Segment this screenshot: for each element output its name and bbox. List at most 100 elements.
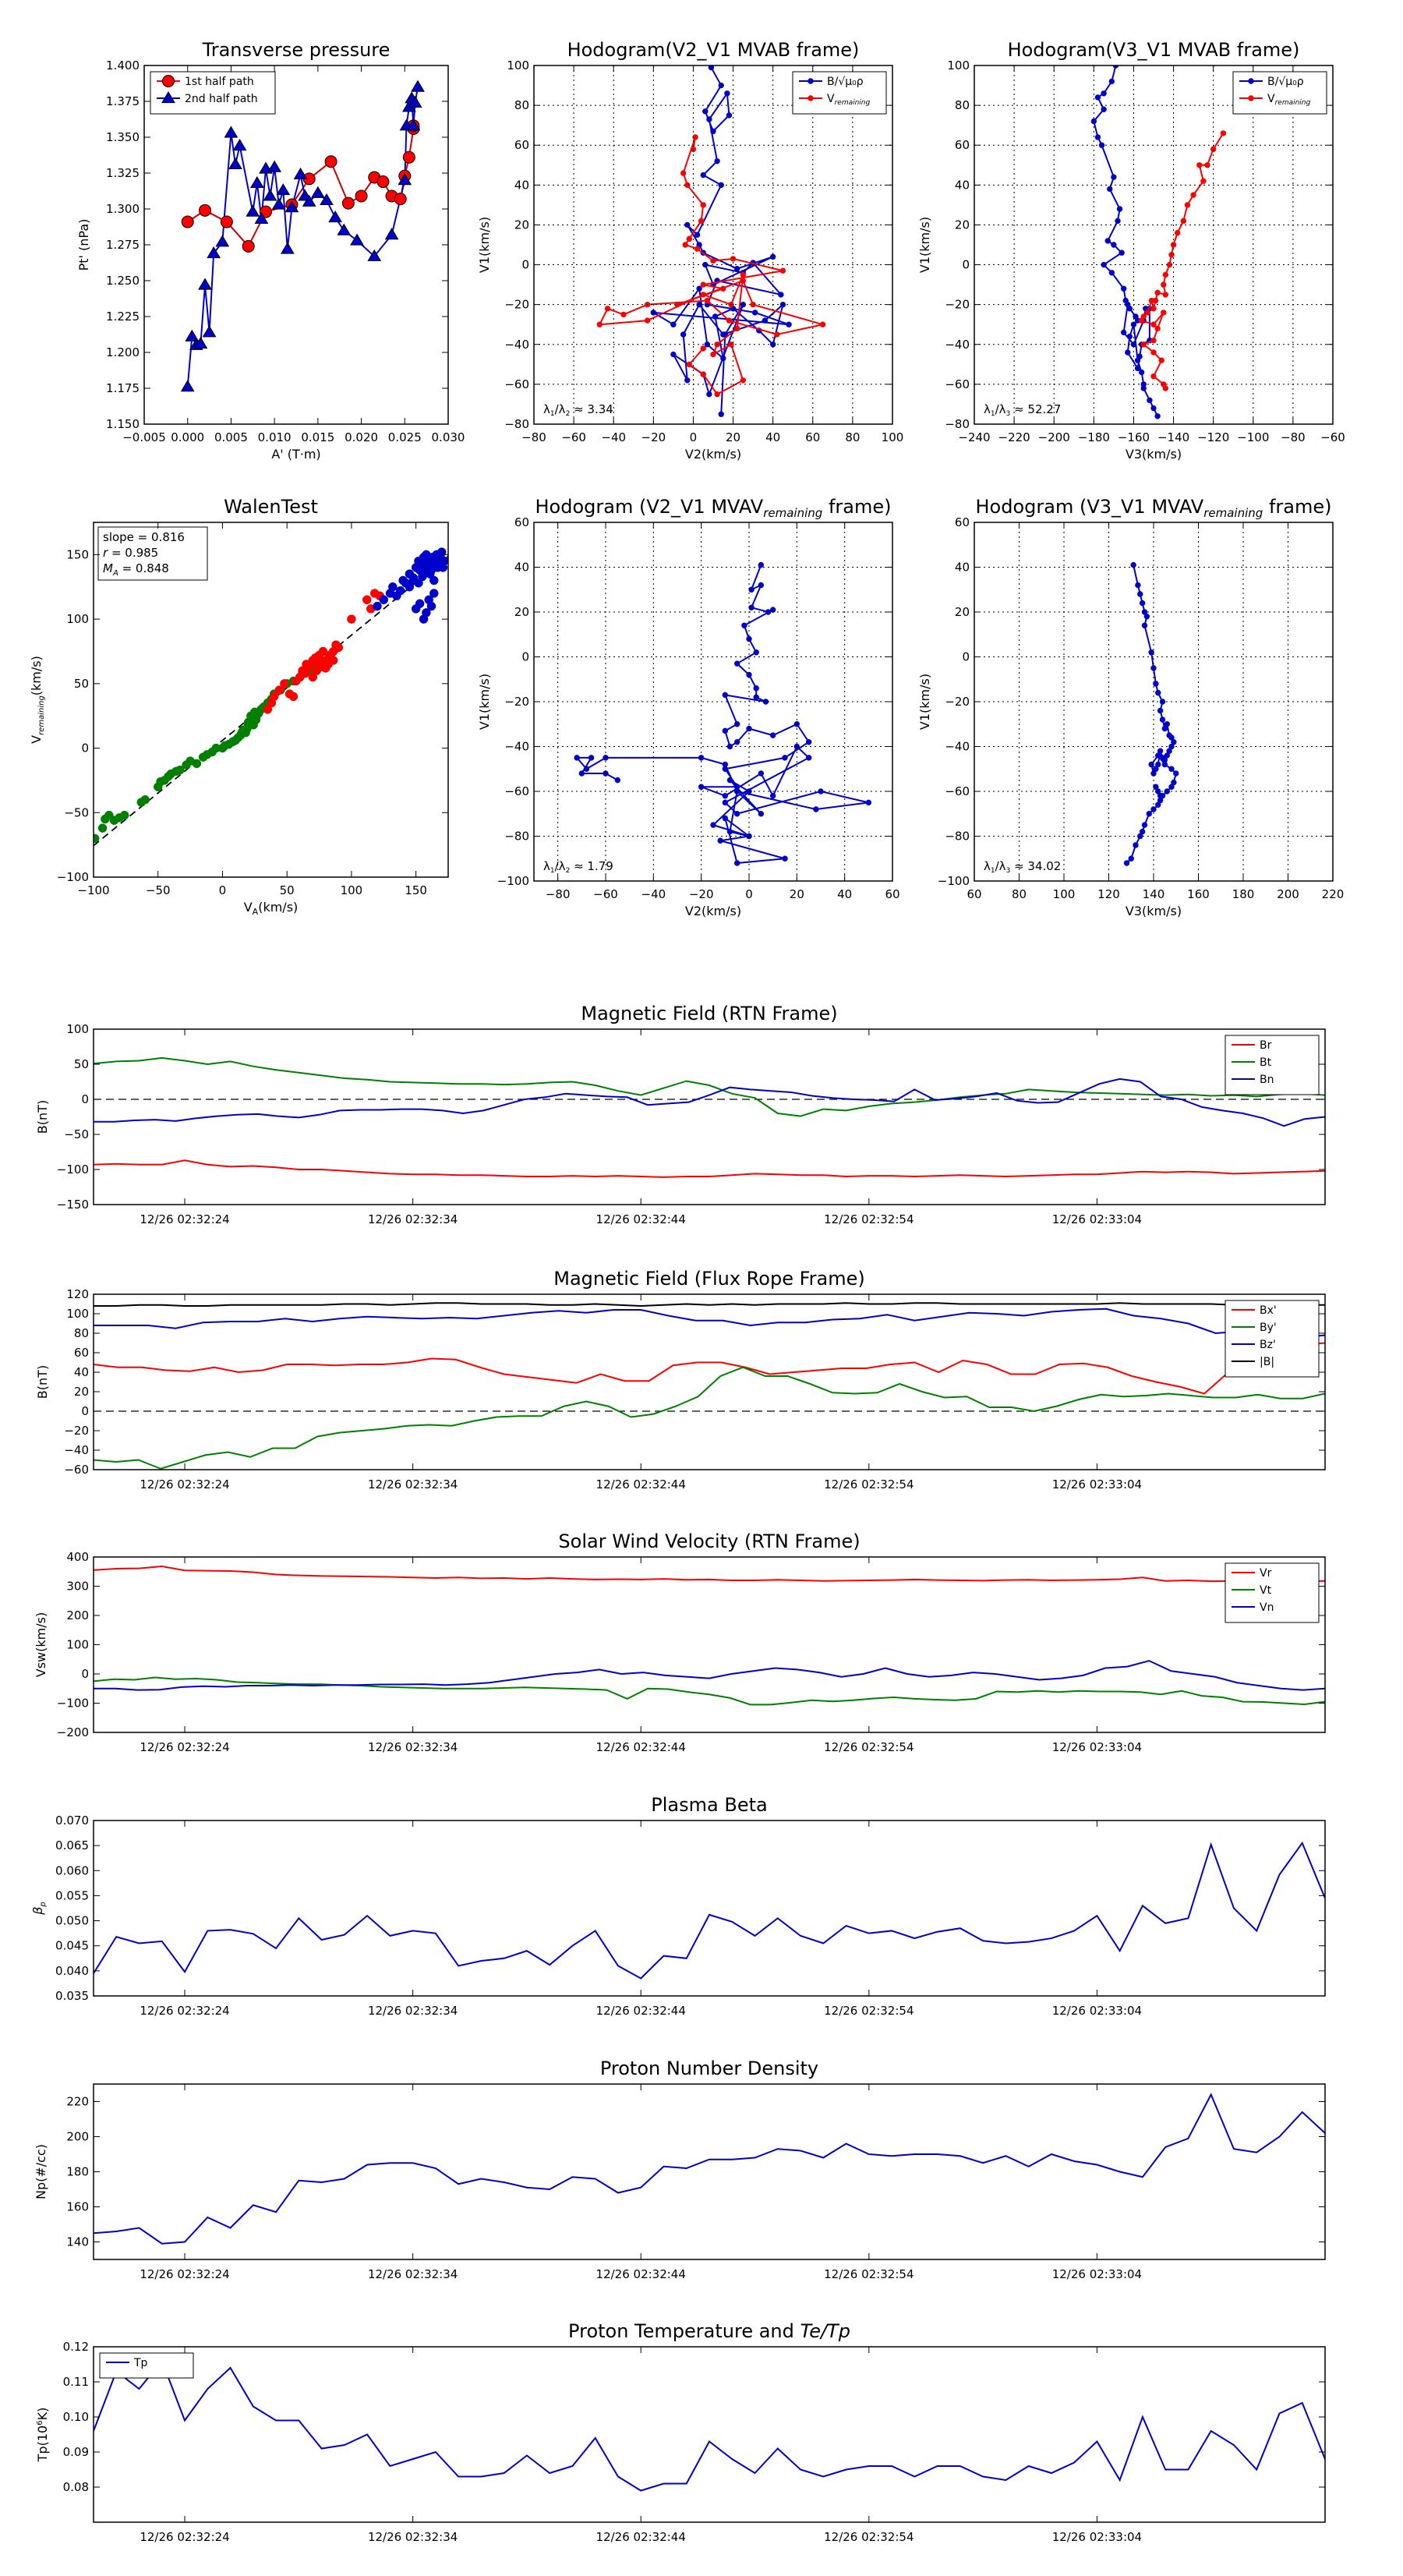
y-tick-label: 0.040	[55, 1964, 89, 1978]
y-tick-label: 80	[955, 98, 970, 112]
hodogram-point	[1144, 310, 1151, 316]
hodogram-point	[1119, 249, 1125, 256]
y-tick-label: 0.060	[55, 1863, 89, 1877]
hodogram-point	[1157, 748, 1164, 754]
data-marker-triangle	[232, 139, 247, 151]
chart-hodo21: Hodogram(V2_V1 MVAB frame) −80 −60 −40 −20 0 2…	[477, 39, 903, 462]
legend-label: Bx'	[1260, 1304, 1277, 1317]
hodogram-point	[1090, 118, 1097, 125]
x-tick-label: 12/26 02:32:44	[596, 2530, 686, 2544]
x-axis-label: V3(km/s)	[1126, 447, 1182, 462]
x-tick-label: −40	[641, 887, 666, 901]
data-marker-triangle	[202, 325, 217, 338]
y-tick-label: 1.300	[106, 202, 140, 216]
y-tick-label: 0	[521, 258, 529, 272]
x-tick-label: 140	[1143, 887, 1165, 901]
stats-ma: MA = 0.848	[103, 561, 169, 578]
plot-area	[574, 561, 872, 866]
hodogram-point	[620, 311, 627, 318]
data-point-green	[97, 823, 108, 833]
data-point-red	[274, 685, 284, 695]
hodogram-point	[1184, 202, 1191, 208]
stats-slope: slope = 0.816	[103, 530, 185, 544]
data-marker-circle	[324, 155, 337, 168]
chart-hodo31: Hodogram(V3_V1 MVAB frame)−240 −220 −200 −1…	[917, 39, 1345, 462]
hodogram-point	[1154, 325, 1161, 332]
hodogram-point	[696, 301, 702, 308]
hodogram-point	[726, 777, 733, 784]
x-tick-label: 12/26 02:33:04	[1052, 1477, 1142, 1491]
y-tick-label: 1.275	[106, 238, 140, 252]
hodogram-point	[1150, 405, 1157, 412]
hodogram-point	[805, 755, 812, 761]
hodogram-point	[574, 755, 580, 761]
x-tick-label: 12/26 02:33:04	[1052, 2004, 1142, 2018]
y-tick-label: 0.12	[63, 2340, 89, 2354]
hodogram-point	[779, 267, 786, 274]
y-tick-label: 1.350	[106, 130, 140, 144]
y-tick-label: 1.325	[106, 166, 140, 180]
hodogram-point	[1168, 734, 1175, 741]
data-point-red	[269, 692, 279, 702]
y-tick-label: 0	[521, 650, 529, 664]
data-point-green	[156, 777, 165, 787]
y-tick-label: −80	[504, 830, 529, 844]
y-tick-label: 20	[74, 1385, 89, 1399]
plot-area	[94, 1302, 1325, 1470]
hodogram-point	[733, 788, 740, 794]
hodogram-point	[710, 351, 716, 358]
x-axis-label: A' (T·m)	[271, 447, 320, 462]
hodogram-point	[740, 271, 747, 278]
plot-area	[180, 80, 425, 392]
x-tick-label: −180	[1078, 430, 1110, 444]
legend-label: Bz'	[1260, 1339, 1276, 1351]
y-tick-label: 0	[81, 1092, 89, 1106]
x-tick-label: 12/26 02:32:24	[140, 2004, 229, 2018]
y-tick-label: −60	[504, 377, 529, 391]
stats-box-frame	[97, 526, 208, 581]
data-marker-triangle	[185, 329, 200, 341]
x-tick-label: 100	[341, 883, 363, 897]
hodogram-line	[652, 67, 790, 415]
data-point-green	[94, 833, 100, 844]
y-tick-label: −100	[938, 874, 970, 888]
y-tick-label: −100	[57, 1697, 89, 1711]
hodogram-point	[1141, 622, 1148, 628]
data-marker-circle	[341, 196, 355, 210]
plot-area	[94, 1056, 1325, 1178]
series-line-By	[94, 1366, 1325, 1470]
data-marker-triangle	[207, 246, 221, 259]
x-tick-label: −240	[958, 430, 990, 444]
legend-box	[1225, 1300, 1320, 1378]
x-tick-label: −80	[546, 887, 571, 901]
chart-transverse: Transverse pressure −0.005 0.000 0.005 0.010…	[76, 39, 465, 462]
legend-label: B/√μ₀ρ	[1267, 76, 1304, 88]
x-tick-label: −60	[593, 887, 618, 901]
x-tick-label: 12/26 02:32:44	[596, 2004, 686, 2018]
y-tick-label: 50	[74, 1057, 89, 1071]
legend-label: Bt	[1260, 1056, 1272, 1069]
y-tick-label: 0.11	[63, 2375, 89, 2389]
hodogram-point	[1168, 766, 1175, 772]
x-tick-label: 200	[1277, 887, 1299, 901]
y-tick-label: 100	[947, 58, 970, 73]
y-tick-label: 0	[81, 1404, 89, 1418]
hodogram-point	[706, 116, 712, 122]
x-axis-label: VA(km/s)	[244, 900, 299, 917]
data-marker-triangle	[398, 173, 412, 186]
data-marker-triangle	[254, 211, 269, 224]
y-tick-label: −20	[945, 695, 970, 709]
plot-area	[94, 1565, 1325, 1706]
hodogram-point	[708, 65, 715, 71]
hodogram-line	[1126, 564, 1177, 864]
x-tick-label: −0.005	[122, 430, 166, 444]
y-axis-label: V1(km/s)	[917, 217, 932, 273]
hodogram-point	[682, 242, 688, 248]
hodogram-point	[819, 321, 826, 327]
y-tick-label: 80	[514, 98, 529, 112]
y-tick-label: 100	[66, 1638, 89, 1652]
legend-label: Bn	[1260, 1074, 1274, 1086]
y-tick-label: 100	[66, 1307, 89, 1321]
